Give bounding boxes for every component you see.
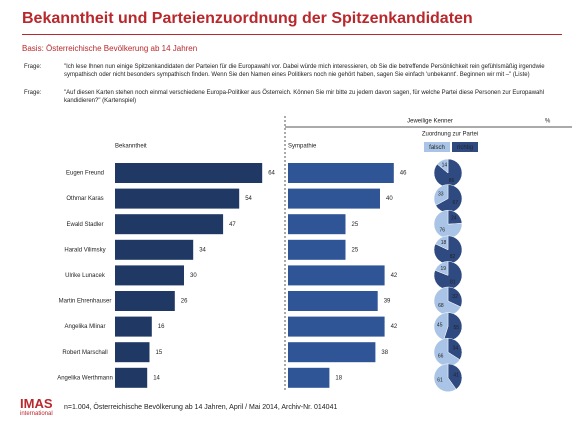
- title-rule: [22, 34, 562, 35]
- logo: IMAS: [20, 396, 53, 411]
- value-label: 25: [352, 247, 359, 253]
- legend-label: richtig: [457, 145, 473, 151]
- question-label: Frage:: [24, 64, 42, 70]
- category-label: Ulrike Lunacek: [65, 273, 106, 279]
- bar: [288, 367, 330, 388]
- bar: [115, 239, 194, 260]
- value-label: 25: [352, 222, 359, 228]
- pie-label: 61: [437, 378, 443, 384]
- pie-label: 34: [453, 345, 459, 351]
- pie-slice: [434, 261, 449, 276]
- category-label: Robert Marschall: [62, 350, 107, 356]
- bar: [115, 163, 263, 183]
- pie-label: 45: [437, 323, 443, 329]
- value-label: 18: [335, 375, 342, 381]
- pie-slice: [447, 286, 463, 308]
- pie-slice: [433, 363, 457, 393]
- pie-label: 67: [452, 200, 458, 206]
- value-label: 34: [199, 247, 206, 253]
- category-label: Ewald Stadler: [66, 222, 103, 228]
- footnote: n=1.004, Österreichische Bevölkerung ab …: [64, 404, 338, 411]
- pie-slice: [433, 337, 461, 367]
- category-label: Harald Vilimsky: [64, 247, 105, 253]
- question-label: Frage:: [24, 90, 42, 96]
- value-label: 26: [181, 299, 188, 305]
- question-text: "Ich lese Ihnen nun einige Spitzenkandid…: [64, 64, 545, 78]
- legend-swatch: [452, 142, 478, 152]
- bar: [288, 316, 385, 337]
- value-label: 15: [156, 350, 163, 356]
- bar: [288, 239, 346, 260]
- pie-title: Zuordnung zur Partei: [422, 132, 478, 138]
- value-label: 42: [391, 273, 398, 279]
- value-label: 14: [153, 375, 160, 381]
- pie-slice: [433, 209, 463, 239]
- pie-label: 33: [438, 192, 444, 198]
- unit: %: [545, 119, 551, 125]
- bar: [288, 291, 378, 311]
- legend-label: falsch: [429, 145, 445, 151]
- pie-slice: [433, 158, 463, 188]
- value-label: 47: [229, 222, 236, 228]
- title: Bekanntheit und Parteienzuordnung der Sp…: [22, 10, 473, 27]
- bar: [115, 214, 224, 235]
- pie-label: 66: [438, 354, 444, 360]
- pie-label: 82: [450, 254, 456, 260]
- pie-slice: [433, 286, 462, 316]
- pie-label: 32: [452, 294, 458, 300]
- pie-label: 55: [454, 325, 460, 331]
- value-label: 64: [268, 171, 275, 177]
- bar: [115, 265, 184, 286]
- category-label: Angelika Werthmann: [57, 375, 113, 381]
- bar: [115, 367, 148, 388]
- bar: [288, 214, 346, 235]
- value-label: 46: [400, 171, 407, 177]
- bar: [115, 316, 152, 337]
- bar: [288, 163, 394, 183]
- subtitle: Jeweilige Kenner: [407, 119, 453, 125]
- pie-slice: [435, 184, 463, 213]
- pie-label: 41: [453, 373, 459, 379]
- category-label: Angelika Mlinar: [64, 324, 105, 330]
- bar: [115, 291, 175, 311]
- bar: [288, 188, 380, 209]
- value-label: 39: [384, 299, 391, 305]
- pie-label: 18: [441, 240, 447, 246]
- bar: [288, 265, 385, 286]
- category-label: Othmar Karas: [66, 196, 103, 202]
- pie-label: 81: [450, 280, 456, 286]
- pie-slice: [433, 312, 449, 341]
- bar: [288, 342, 376, 363]
- pie-slice: [436, 158, 449, 174]
- series-header: Bekanntheit: [115, 144, 147, 150]
- pie-slice: [433, 235, 463, 265]
- pie-label: 24: [451, 215, 457, 221]
- pie-slice: [447, 363, 463, 390]
- pie-slice: [434, 235, 449, 251]
- category-label: Martin Ehrenhauser: [59, 299, 112, 305]
- pie-label: 19: [440, 266, 446, 272]
- series-header: Sympathie: [288, 144, 317, 150]
- value-label: 16: [158, 324, 165, 330]
- pie-label: 76: [439, 228, 445, 234]
- value-label: 40: [386, 196, 393, 202]
- pie-slice: [433, 184, 449, 206]
- value-label: 30: [190, 273, 197, 279]
- value-label: 42: [391, 324, 398, 330]
- pie-label: 68: [438, 303, 444, 309]
- category-label: Eugen Freund: [66, 171, 104, 177]
- bar: [115, 342, 150, 363]
- bar: [115, 188, 240, 209]
- question-text: "Auf diesen Karten stehen noch einmal ve…: [64, 90, 545, 104]
- logo-sub: international: [20, 411, 53, 417]
- basis: Basis: Österreichische Bevölkerung ab 14…: [22, 44, 198, 53]
- pie-label: 14: [442, 163, 448, 169]
- legend-swatch: [424, 142, 450, 152]
- pie-label: 86: [449, 178, 455, 184]
- value-label: 54: [245, 196, 252, 202]
- value-label: 38: [381, 350, 388, 356]
